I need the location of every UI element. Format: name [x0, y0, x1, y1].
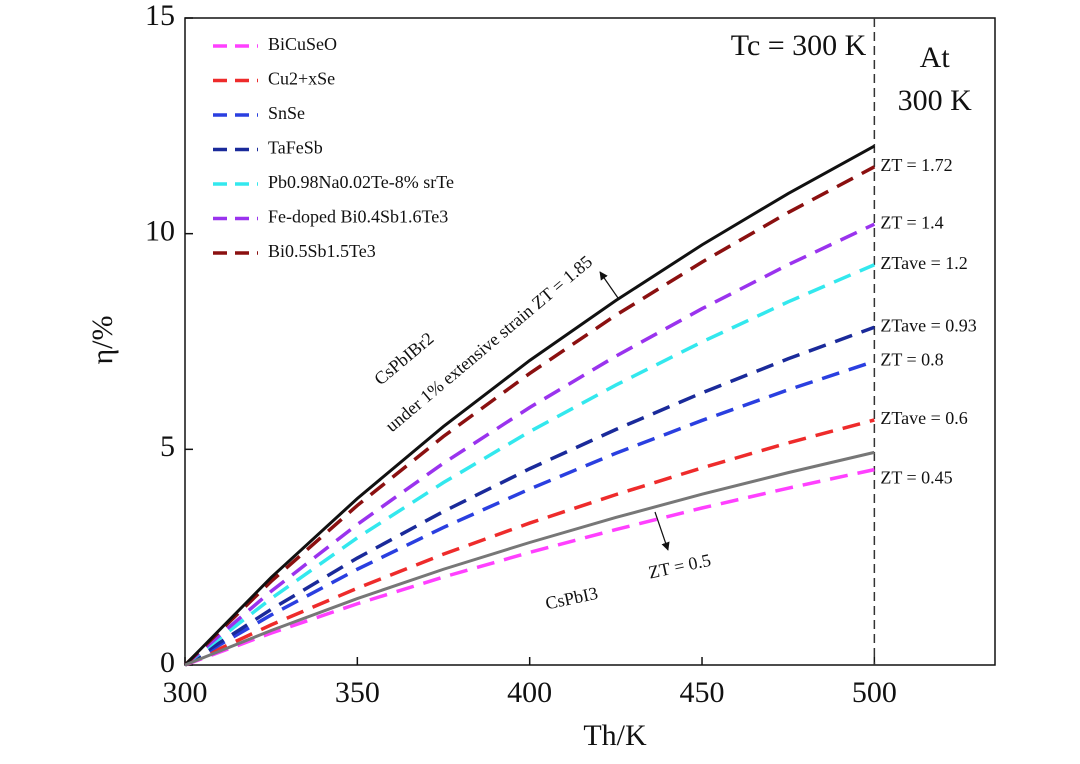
- x-tick-label: 500: [852, 676, 897, 709]
- end-label: ZT = 1.72: [880, 155, 952, 175]
- side-label: At: [920, 41, 951, 74]
- dashed-line: [184, 418, 875, 667]
- curve-note: ZT = 0.5: [647, 550, 713, 583]
- curve-label: CsPbIBr2: [370, 328, 437, 389]
- dashed-line: [183, 263, 876, 667]
- end-label: ZT = 0.8: [880, 349, 943, 369]
- solid-line: [183, 144, 876, 667]
- end-label: ZT = 0.45: [880, 468, 952, 488]
- arrow: [599, 271, 619, 299]
- end-label: ZTave = 0.93: [880, 315, 976, 335]
- plot-frame: [184, 17, 996, 666]
- x-tick-label: 300: [163, 676, 208, 709]
- y-tick-label: 10: [145, 215, 175, 248]
- end-label: ZT = 1.4: [880, 212, 943, 232]
- y-tick-label: 15: [145, 0, 175, 32]
- y-axis-label: η/%: [86, 315, 119, 364]
- side-label: 300 K: [898, 84, 973, 117]
- dashed-line: [183, 165, 876, 667]
- legend-label: SnSe: [268, 103, 305, 123]
- x-axis-label: Th/K: [583, 719, 647, 752]
- end-label: ZTave = 0.6: [880, 408, 967, 428]
- legend-label: Bi0.5Sb1.5Te3: [268, 241, 376, 261]
- dashed-line: [184, 359, 875, 667]
- y-tick-label: 5: [160, 430, 175, 463]
- dashed-line: [184, 467, 875, 667]
- x-tick-label: 400: [507, 676, 552, 709]
- legend-label: Fe-doped Bi0.4Sb1.6Te3: [268, 207, 448, 227]
- arrow: [654, 511, 670, 551]
- reference-label: Tc = 300 K: [731, 29, 867, 62]
- legend-label: TaFeSb: [268, 138, 323, 158]
- legend-label: BiCuSeO: [268, 34, 337, 54]
- y-tick-label: 0: [160, 646, 175, 679]
- x-tick-label: 450: [680, 676, 725, 709]
- x-tick-label: 350: [335, 676, 380, 709]
- legend-label: Cu2+xSe: [268, 69, 335, 89]
- solid-line: [184, 450, 875, 667]
- curve-label: CsPbI3: [544, 583, 600, 614]
- dashed-line: [183, 222, 876, 667]
- legend-label: Pb0.98Na0.02Te-8% srTe: [268, 172, 454, 192]
- end-label: ZTave = 1.2: [880, 253, 967, 273]
- dashed-line: [184, 325, 875, 667]
